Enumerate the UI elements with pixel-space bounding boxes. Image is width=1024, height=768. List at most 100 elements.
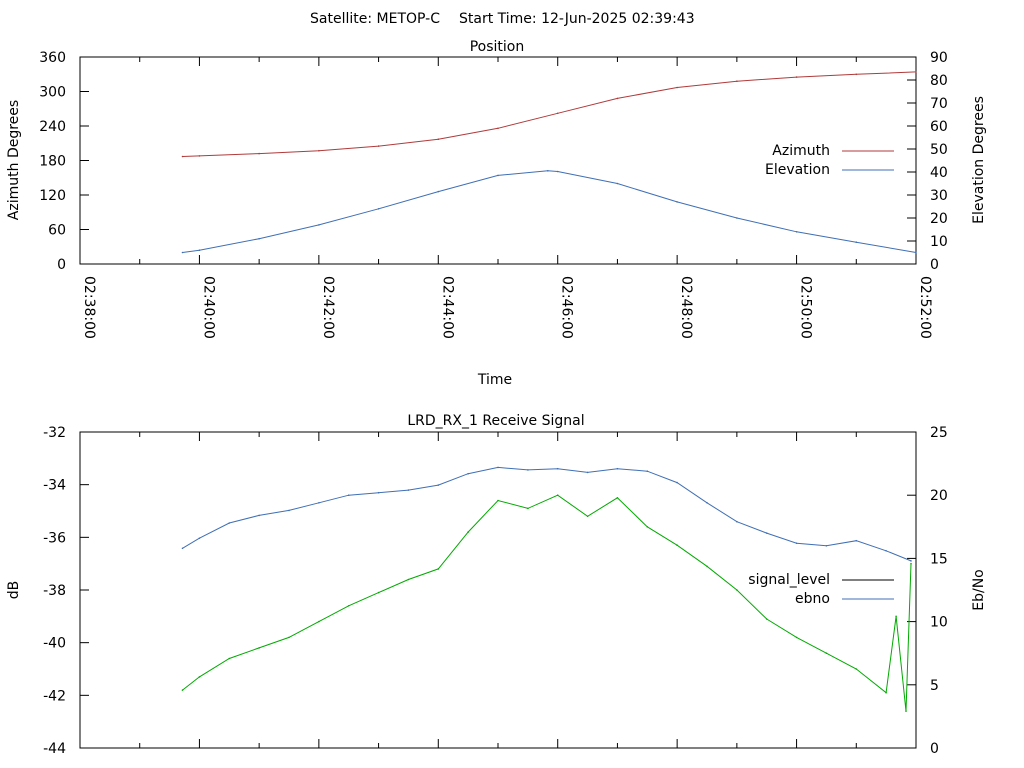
legend-label-ebno: ebno [795, 591, 830, 607]
receive-signal-chart-title: LRD_RX_1 Receive Signal [407, 413, 584, 429]
data-point-elevation [497, 174, 499, 177]
data-point-elevation [181, 251, 184, 254]
y-tick-label: 180 [39, 154, 66, 170]
data-point-signal-level [377, 591, 380, 594]
data-point-signal-level [347, 605, 350, 607]
y-tick-label: 120 [39, 188, 66, 204]
data-point-ebno [198, 537, 201, 539]
data-point-ebno [855, 539, 858, 542]
legend-label-azimuth: Azimuth [772, 143, 830, 159]
data-point-azimuth [377, 145, 380, 147]
y2-tick-label: 25 [930, 425, 948, 441]
data-point-elevation [676, 201, 678, 203]
position-y2-axis-label: Elevation Degrees [971, 96, 987, 224]
data-point-elevation [198, 249, 201, 251]
y-tick-label: -40 [43, 636, 66, 652]
data-point-ebno [616, 467, 619, 470]
y2-tick-label: 90 [930, 50, 948, 66]
x-tick-label: 02:48:00 [678, 276, 694, 339]
y2-tick-label: 80 [930, 73, 948, 89]
x-tick-label: 02:38:00 [81, 276, 97, 339]
data-point-azimuth [795, 76, 798, 78]
data-point-ebno [736, 520, 738, 523]
receive-signal-chart: LRD_RX_1 Receive Signal dB Eb/No -44-42-… [6, 413, 987, 757]
data-point-signal-level [825, 652, 828, 654]
data-point-ebno [586, 471, 589, 474]
data-point-ebno [885, 550, 887, 552]
data-point-signal-level [765, 618, 768, 620]
data-point-elevation [437, 190, 440, 193]
data-point-signal-level [885, 691, 887, 694]
data-point-elevation [318, 224, 320, 226]
data-point-azimuth [181, 155, 184, 158]
data-point-signal-level [437, 568, 440, 570]
y2-tick-label: 15 [930, 551, 948, 567]
series-line-elevation [182, 170, 917, 253]
position-y-axis-label: Azimuth Degrees [6, 100, 22, 220]
data-point-ebno [347, 494, 350, 497]
x-tick-label: 02:44:00 [439, 276, 455, 339]
position-legend: Azimuth Elevation [765, 143, 894, 178]
data-point-azimuth [616, 97, 619, 100]
receive-signal-y2-axis-label: Eb/No [971, 569, 987, 611]
y2-tick-label: 70 [930, 96, 948, 112]
position-axis-ticks: 02:38:00 02:40:00 02:42:00 02:44:00 02:46:00… [39, 50, 948, 339]
data-point-elevation [736, 217, 738, 219]
position-plot-frame [79, 56, 917, 265]
series-line-azimuth [182, 71, 917, 157]
data-point-azimuth [736, 80, 738, 82]
data-point-signal-level [181, 689, 184, 691]
y-tick-label: -44 [43, 741, 66, 757]
data-point-signal-level [706, 565, 708, 568]
data-point-ebno [497, 466, 499, 469]
y2-tick-label: 20 [930, 488, 948, 504]
x-tick-label: 02:50:00 [798, 276, 814, 339]
data-point-ebno [467, 472, 469, 475]
data-point-elevation [556, 170, 559, 173]
y-tick-label: -36 [43, 530, 66, 546]
data-point-azimuth [497, 127, 499, 130]
data-point-ebno [527, 469, 529, 471]
data-point-signal-level [467, 531, 469, 533]
y-tick-label: -38 [43, 583, 66, 599]
data-point-ebno [795, 542, 798, 544]
y2-tick-label: 50 [930, 142, 948, 158]
data-point-ebno [288, 509, 290, 512]
data-point-signal-level [288, 636, 290, 639]
y-tick-label: -34 [43, 478, 66, 494]
y2-tick-label: 40 [930, 165, 948, 181]
data-point-ebno [676, 481, 678, 484]
data-point-signal-level [586, 515, 589, 518]
data-point-ebno [228, 522, 231, 524]
y-tick-label: -32 [43, 425, 66, 441]
data-point-azimuth [855, 73, 858, 76]
data-point-azimuth [258, 152, 260, 155]
data-point-elevation [616, 182, 619, 185]
data-point-elevation [258, 237, 260, 240]
data-point-ebno [646, 470, 649, 473]
position-chart-title: Position [470, 39, 525, 55]
y-tick-label: 300 [39, 85, 66, 101]
legend-label-signal-level: signal_level [748, 572, 830, 588]
data-point-azimuth [556, 112, 559, 115]
x-tick-label: 02:42:00 [320, 276, 336, 339]
data-point-signal-level [646, 526, 649, 528]
data-point-signal-level [556, 494, 559, 497]
y2-tick-label: 10 [930, 615, 948, 631]
y-tick-label: 360 [39, 50, 66, 66]
data-point-elevation [915, 251, 917, 254]
y2-tick-label: 10 [930, 234, 948, 250]
x-tick-label: 02:46:00 [559, 276, 575, 339]
start-time-label: Start Time: 12-Jun-2025 02:39:43 [459, 11, 695, 27]
data-point-signal-level [795, 636, 798, 639]
data-point-ebno [825, 545, 828, 547]
data-point-ebno [407, 489, 410, 491]
y-tick-label: 240 [39, 119, 66, 135]
series-line-signal-level [182, 494, 912, 712]
series-line-ebno [182, 466, 912, 562]
data-point-azimuth [676, 86, 678, 89]
receive-signal-plot-frame [79, 431, 917, 749]
data-point-signal-level [736, 589, 738, 591]
data-point-signal-level [318, 620, 320, 623]
y2-tick-label: 5 [930, 678, 939, 694]
